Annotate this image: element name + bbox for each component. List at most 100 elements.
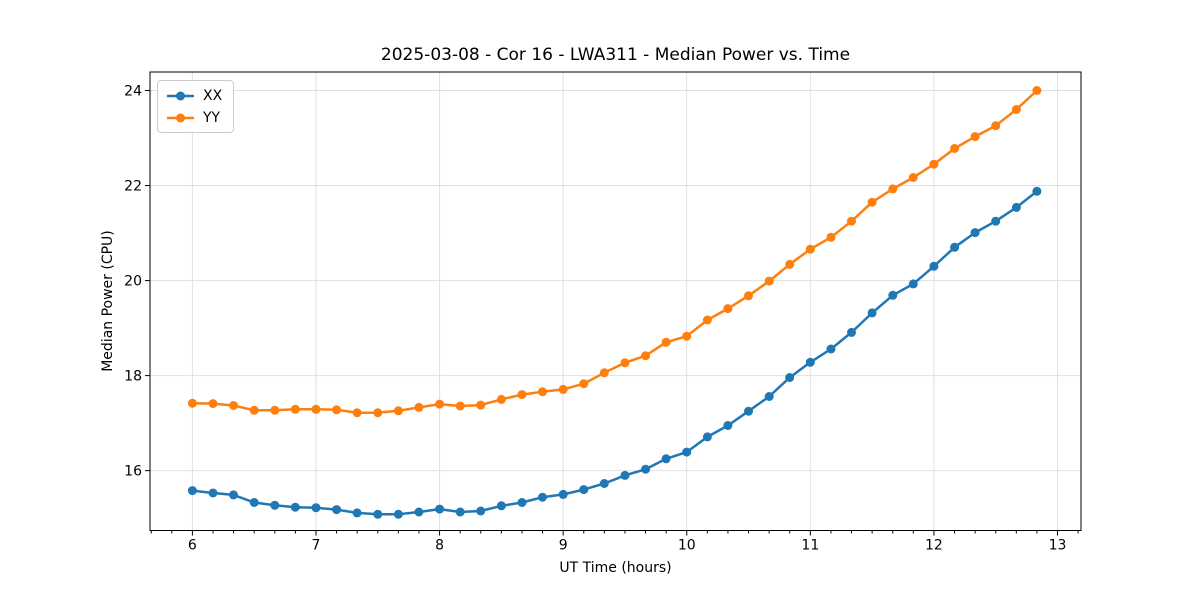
data-point-xx: [558, 489, 568, 499]
data-point-xx: [1032, 186, 1042, 196]
data-point-yy: [929, 159, 939, 169]
data-point-yy: [723, 304, 733, 314]
data-point-xx: [208, 488, 218, 498]
data-point-yy: [393, 406, 403, 416]
series-yy: [187, 86, 1042, 418]
plot-frame: [149, 71, 1082, 531]
data-point-xx: [744, 406, 753, 416]
data-point-xx: [538, 492, 547, 502]
data-point-yy: [682, 331, 692, 341]
data-point-yy: [805, 244, 815, 254]
data-point-xx: [723, 421, 733, 430]
data-point-xx: [702, 432, 712, 442]
data-point-xx: [929, 261, 939, 271]
legend-line-marker-icon: [167, 91, 194, 100]
data-point-xx: [826, 344, 836, 354]
data-point-yy: [496, 394, 506, 404]
x-tick-label: 11: [801, 538, 819, 554]
data-point-xx: [352, 508, 362, 518]
data-point-yy: [311, 404, 321, 414]
y-tick-label: 22: [124, 179, 142, 195]
data-point-yy: [826, 232, 836, 242]
data-point-xx: [682, 447, 692, 457]
series-line-xx: [191, 190, 1039, 516]
data-point-yy: [373, 408, 383, 418]
x-tick-label: 10: [678, 538, 696, 554]
data-point-xx: [641, 464, 651, 474]
data-point-yy: [290, 404, 300, 414]
data-point-xx: [661, 454, 671, 464]
data-point-yy: [332, 405, 342, 415]
data-point-xx: [332, 505, 342, 515]
data-point-xx: [187, 486, 197, 496]
data-point-yy: [455, 401, 465, 411]
data-point-xx: [517, 498, 527, 507]
x-tick-label: 6: [188, 538, 197, 554]
legend-line-marker-icon: [167, 113, 194, 122]
x-axis-label: UT Time (hours): [559, 560, 672, 576]
gridlines: [150, 72, 1081, 531]
data-point-yy: [702, 315, 712, 325]
legend: XX YY: [157, 80, 235, 133]
data-point-yy: [187, 398, 197, 408]
data-point-yy: [352, 408, 362, 418]
data-point-xx: [249, 498, 259, 507]
x-tick-label: 9: [559, 538, 568, 554]
data-point-xx: [435, 504, 445, 514]
y-axis-label: Median Power (CPU): [100, 230, 116, 372]
data-point-xx: [867, 308, 877, 318]
data-point-xx: [888, 290, 898, 300]
data-point-yy: [599, 368, 609, 378]
x-tick-label: 12: [925, 538, 943, 554]
data-point-xx: [764, 392, 774, 401]
data-point-xx: [579, 485, 589, 495]
x-tick-label: 8: [435, 538, 444, 554]
data-point-xx: [311, 503, 321, 513]
data-point-xx: [1011, 202, 1021, 212]
data-point-yy: [435, 399, 445, 409]
data-point-xx: [785, 373, 795, 382]
data-point-xx: [970, 228, 980, 238]
data-point-xx: [373, 509, 383, 519]
data-point-xx: [496, 501, 506, 511]
y-tick-label: 16: [124, 464, 142, 480]
data-point-yy: [991, 121, 1001, 131]
legend-label: YY: [203, 109, 221, 126]
legend-entry-yy: YY: [167, 108, 222, 127]
data-point-xx: [290, 502, 300, 512]
data-point-yy: [229, 401, 238, 410]
data-point-yy: [764, 276, 774, 286]
x-tick-label: 13: [1049, 538, 1067, 554]
data-point-yy: [1032, 86, 1042, 95]
data-point-xx: [229, 490, 238, 500]
data-point-xx: [393, 509, 403, 519]
tick-labels: 6 7 8 9 10 11 12 13 16 18 20 22 24: [124, 84, 1066, 554]
data-point-yy: [517, 390, 527, 400]
data-point-xx: [950, 242, 960, 252]
data-point-yy: [847, 216, 856, 226]
data-point-xx: [991, 216, 1001, 226]
data-point-yy: [579, 379, 589, 389]
data-point-yy: [867, 197, 877, 207]
data-point-yy: [661, 337, 671, 347]
data-point-yy: [620, 358, 630, 368]
data-point-xx: [599, 479, 609, 488]
data-point-yy: [641, 351, 651, 361]
data-point-yy: [908, 173, 918, 182]
data-point-xx: [805, 357, 815, 367]
data-point-xx: [908, 279, 918, 289]
x-tick-label: 7: [312, 538, 321, 554]
data-point-xx: [270, 500, 280, 510]
data-point-xx: [455, 507, 465, 517]
data-series: [187, 86, 1042, 519]
data-point-yy: [888, 184, 898, 194]
data-point-yy: [249, 405, 259, 415]
chart-title: 2025-03-08 - Cor 16 - LWA311 - Median Po…: [380, 45, 851, 65]
legend-label: XX: [203, 87, 223, 104]
data-point-yy: [414, 402, 424, 412]
data-point-yy: [208, 399, 218, 409]
data-point-yy: [970, 132, 980, 142]
data-point-xx: [847, 327, 856, 337]
